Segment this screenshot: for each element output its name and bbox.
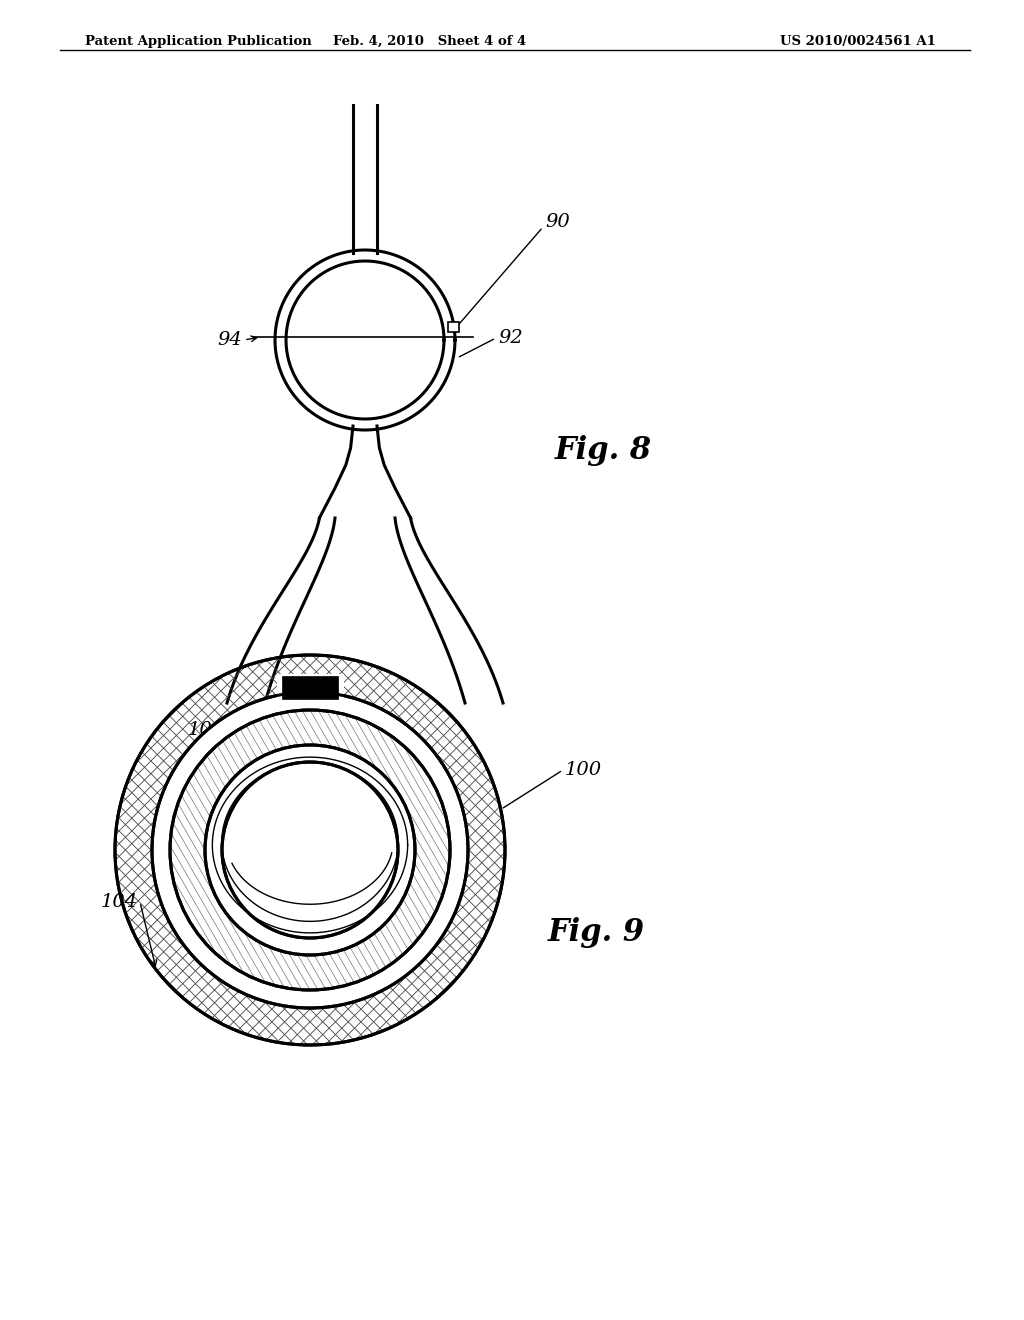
Text: Patent Application Publication: Patent Application Publication — [85, 36, 311, 48]
Text: Fig. 8: Fig. 8 — [555, 434, 652, 466]
Text: 94: 94 — [217, 331, 242, 348]
Bar — [276, 675, 343, 702]
Bar — [283, 677, 338, 700]
Text: Feb. 4, 2010   Sheet 4 of 4: Feb. 4, 2010 Sheet 4 of 4 — [334, 36, 526, 48]
Text: 104: 104 — [101, 894, 138, 911]
Text: US 2010/0024561 A1: US 2010/0024561 A1 — [780, 36, 936, 48]
Circle shape — [152, 692, 468, 1008]
Text: 100: 100 — [565, 762, 602, 779]
Circle shape — [205, 744, 415, 954]
Circle shape — [113, 653, 507, 1047]
Circle shape — [222, 762, 398, 939]
Text: Fig. 9: Fig. 9 — [548, 916, 645, 948]
Text: 92: 92 — [498, 329, 522, 347]
Bar — [449, 322, 459, 333]
Text: 90: 90 — [545, 213, 569, 231]
Text: 102: 102 — [187, 721, 225, 739]
